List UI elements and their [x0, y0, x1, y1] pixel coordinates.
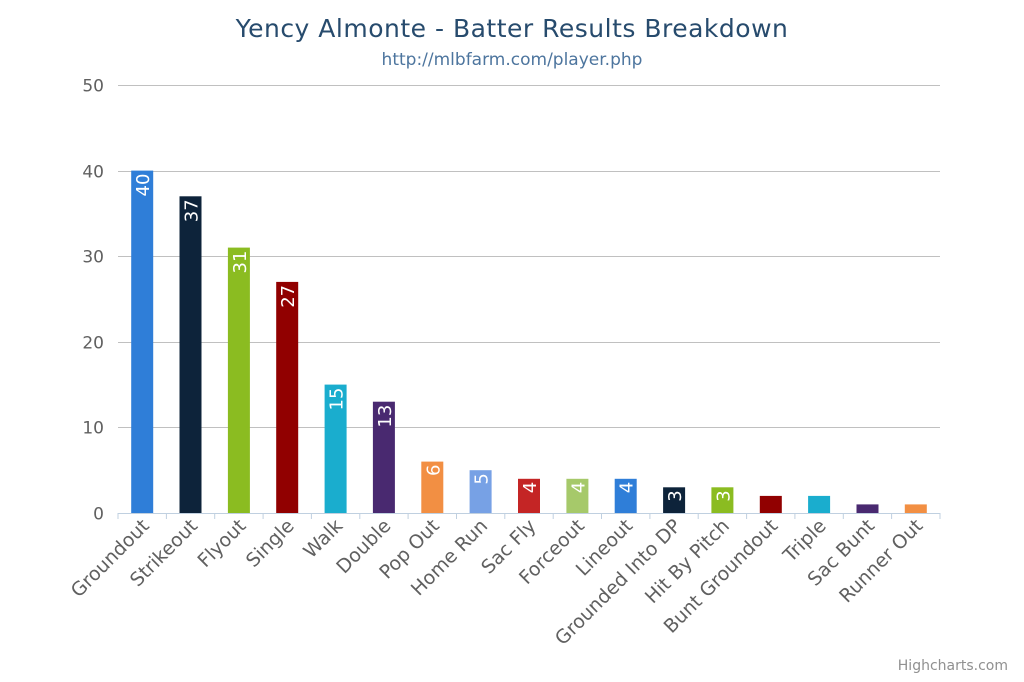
bar[interactable]: [614, 478, 637, 513]
bar[interactable]: [856, 504, 879, 513]
bar-data-label: 6: [423, 465, 444, 476]
bar[interactable]: [808, 495, 831, 513]
x-tick-label: Single: [242, 515, 299, 572]
bar[interactable]: [276, 281, 299, 513]
y-axis-ticks: 0 10 20 30 40 50: [82, 77, 104, 525]
bar[interactable]: [372, 401, 395, 513]
bar[interactable]: [227, 247, 250, 513]
grid-lines: [118, 85, 940, 428]
bar-data-label: 3: [665, 490, 686, 501]
bar-data-label: 3: [713, 490, 734, 501]
bar-data-label: 13: [375, 405, 396, 428]
y-tick-label: 30: [82, 248, 104, 268]
data-labels: 40 37 31 27 15 13 6 5 4 4 4 3 3: [133, 174, 734, 502]
bar-data-label: 4: [520, 482, 541, 493]
bar[interactable]: [711, 487, 734, 513]
bar-data-label: 4: [617, 482, 638, 493]
credits-link[interactable]: Highcharts.com: [897, 658, 1008, 674]
y-tick-label: 10: [82, 419, 104, 439]
bar[interactable]: [469, 470, 492, 513]
bar[interactable]: [663, 487, 686, 513]
bar-data-label: 5: [472, 473, 493, 484]
bar[interactable]: [324, 384, 347, 513]
bar[interactable]: [131, 170, 154, 513]
bar-data-label: 27: [278, 285, 299, 308]
bar-data-label: 15: [327, 388, 348, 411]
bar[interactable]: [904, 504, 927, 513]
chart-title: Yency Almonte - Batter Results Breakdown: [235, 14, 789, 43]
y-tick-label: 20: [82, 334, 104, 354]
bar-data-label: 40: [133, 174, 154, 197]
bar[interactable]: [179, 196, 202, 514]
bar[interactable]: [759, 495, 782, 513]
bar-data-label: 37: [182, 199, 203, 222]
bars: [131, 170, 927, 514]
bar[interactable]: [421, 461, 444, 513]
y-tick-label: 0: [93, 505, 104, 525]
bar-data-label: 31: [230, 251, 251, 274]
y-tick-label: 50: [82, 77, 104, 97]
x-tick-label: Flyout: [193, 515, 250, 572]
y-tick-label: 40: [82, 163, 104, 183]
bar-data-label: 4: [568, 482, 589, 493]
bar[interactable]: [566, 478, 589, 513]
chart-subtitle: http://mlbfarm.com/player.php: [381, 50, 643, 70]
bar[interactable]: [518, 478, 540, 513]
